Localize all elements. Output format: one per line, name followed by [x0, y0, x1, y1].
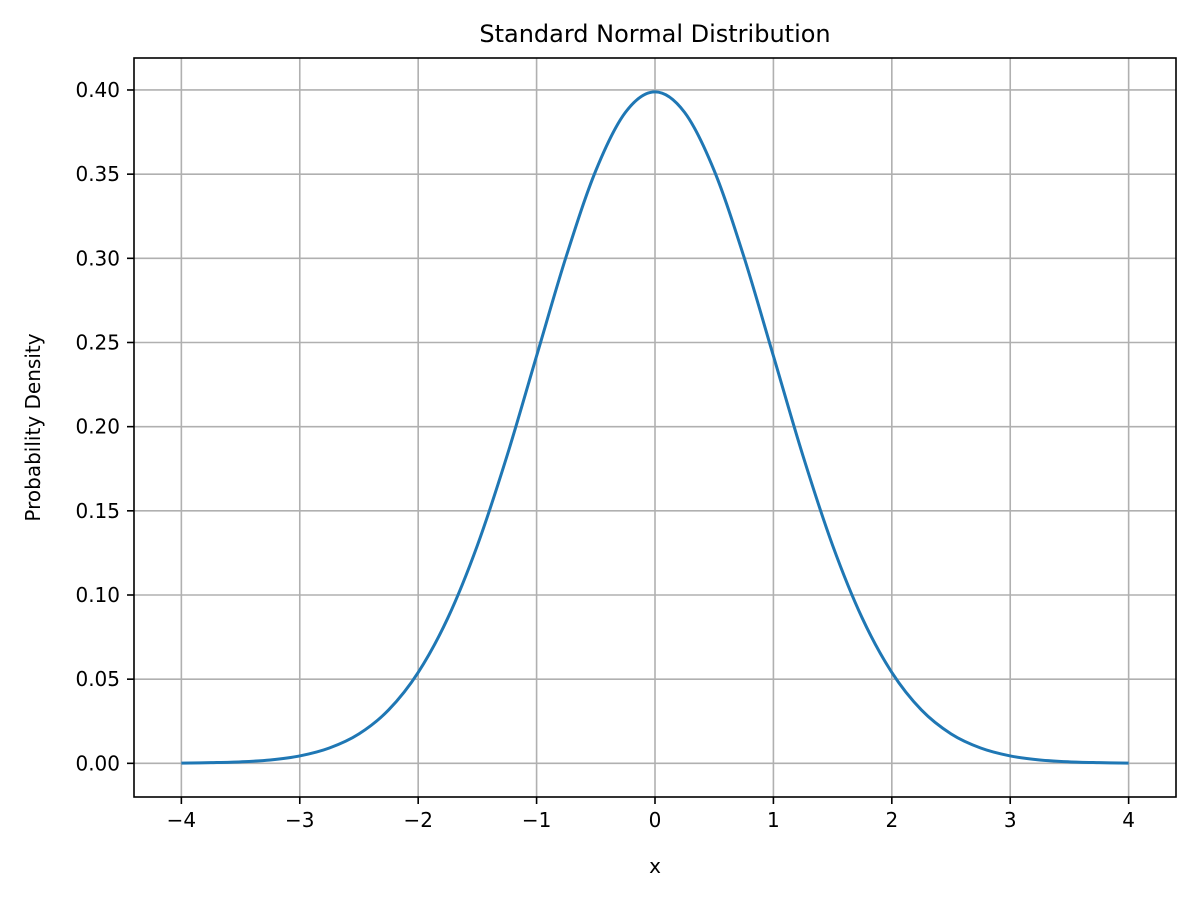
- x-axis-title: x: [649, 854, 661, 878]
- y-tick-label: 0.00: [75, 751, 120, 775]
- y-tick-label: 0.05: [75, 667, 120, 691]
- series-layer: [181, 90, 1129, 765]
- y-tick-label: 0.20: [75, 415, 120, 439]
- x-tick-label: −4: [167, 808, 196, 832]
- x-tick-label: −2: [403, 808, 432, 832]
- series-line: [181, 90, 1129, 765]
- chart-title: Standard Normal Distribution: [479, 20, 830, 48]
- x-tick-label: 2: [885, 808, 898, 832]
- grid: [134, 58, 1176, 797]
- x-tick-label: −1: [522, 808, 551, 832]
- y-tick-label: 0.15: [75, 499, 120, 523]
- ticks: −4 −3 −2 −1 0 1 2 3 4 0.00 0.05 0.10 0.15 0.20 0.25 0.3…: [75, 78, 1135, 832]
- x-tick-label: 4: [1122, 808, 1135, 832]
- x-tick-label: 3: [1004, 808, 1017, 832]
- y-tick-label: 0.30: [75, 246, 120, 270]
- x-tick-label: 1: [767, 808, 780, 832]
- y-tick-label: 0.10: [75, 583, 120, 607]
- y-tick-label: 0.35: [75, 162, 120, 186]
- x-tick-label: −3: [285, 808, 314, 832]
- y-tick-label: 0.25: [75, 330, 120, 354]
- y-axis-title: Probability Density: [21, 333, 45, 521]
- x-tick-label: 0: [649, 808, 662, 832]
- y-tick-label: 0.40: [75, 78, 120, 102]
